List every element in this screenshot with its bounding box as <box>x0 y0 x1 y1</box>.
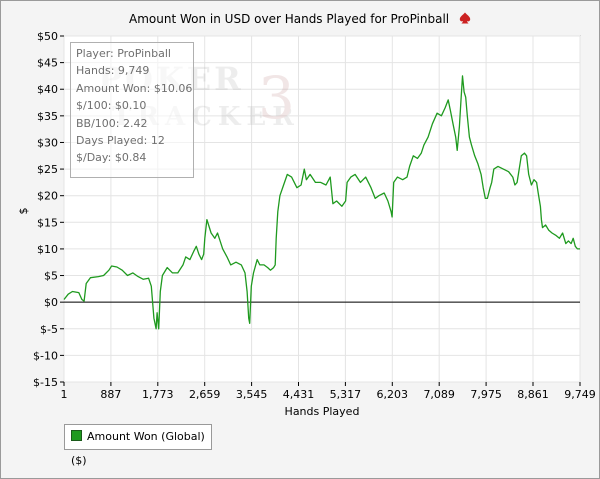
legend-swatch <box>71 430 82 441</box>
x-axis-label: Hands Played <box>285 405 360 418</box>
legend: Amount Won (Global) ($) <box>64 424 212 467</box>
y-tick-label: $-15 <box>33 376 58 389</box>
stats-line: Hands: 9,749 <box>76 64 150 78</box>
stats-line: Days Played: 12 <box>76 134 165 148</box>
y-tick-label: $-5 <box>40 323 58 336</box>
y-tick-label: $45 <box>37 57 58 70</box>
x-tick-label: 2,659 <box>189 388 221 401</box>
y-tick-label: $-10 <box>33 349 58 362</box>
series-layer <box>63 75 580 330</box>
stats-box: Player: ProPinball Hands: 9,749 Amount Won… <box>70 42 194 178</box>
stats-line: Player: ProPinball <box>76 47 171 60</box>
y-tick-label: $30 <box>37 136 58 149</box>
y-tick-label: $20 <box>37 190 58 203</box>
x-tick-label: 5,317 <box>330 388 362 401</box>
x-tick-label: 9,749 <box>564 388 596 401</box>
spade-icon <box>459 12 471 24</box>
x-tick-label: 3,545 <box>236 388 268 401</box>
stats-line: $/100: $0.10 <box>76 99 147 113</box>
y-axis-label: $ <box>17 208 30 215</box>
x-tick-label: 6,203 <box>377 388 409 401</box>
y-tick-label: $40 <box>37 83 58 96</box>
x-tick-label: 7,089 <box>423 388 455 401</box>
x-tick-label: 8,861 <box>517 388 549 401</box>
watermark-number: 3 <box>258 64 295 132</box>
x-tick-label: 1 <box>61 388 68 401</box>
y-tick-label: $35 <box>37 110 58 123</box>
axis-ticks: $50 $45 $40 $35 $30 $25 $20 $15 $10 $5 $0 $-5 $-10 $-… <box>33 30 596 401</box>
x-tick-label: 7,975 <box>470 388 502 401</box>
chart-title: Amount Won in USD over Hands Played for … <box>129 12 450 26</box>
x-tick-label: 1,773 <box>142 388 174 401</box>
y-tick-label: $25 <box>37 163 58 176</box>
y-tick-label: $50 <box>37 30 58 43</box>
stats-line: Amount Won: $10.06 <box>76 81 193 95</box>
y-tick-label: $0 <box>44 296 58 309</box>
stats-line: BB/100: 2.42 <box>76 116 148 130</box>
x-tick-label: 4,431 <box>283 388 315 401</box>
y-tick-label: $10 <box>37 243 58 256</box>
chart-title-row: Amount Won in USD over Hands Played for … <box>0 12 600 26</box>
legend-label: Amount Won (Global) ($) <box>71 430 205 467</box>
y-tick-label: $15 <box>37 216 58 229</box>
series-line <box>63 75 580 330</box>
stats-line: $/Day: $0.84 <box>76 151 147 165</box>
x-tick-label: 887 <box>100 388 121 401</box>
y-tick-label: $5 <box>44 270 58 283</box>
